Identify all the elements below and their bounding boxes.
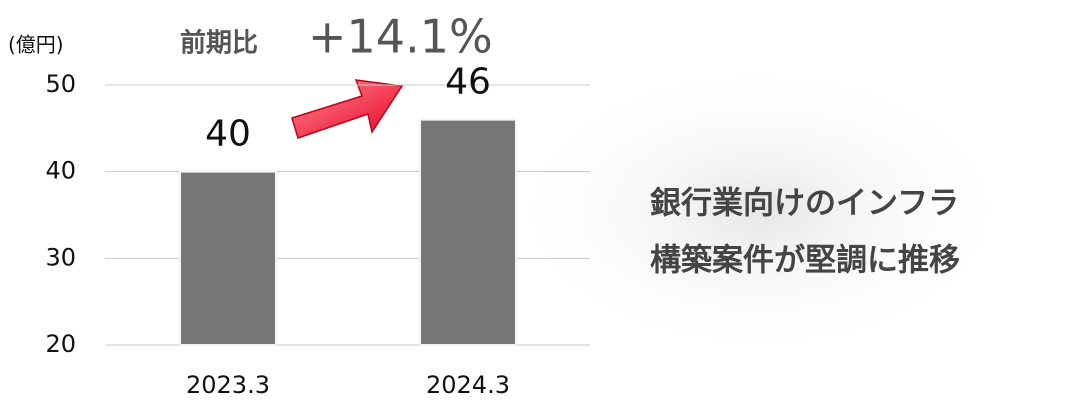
side-text: 銀行業向けのインフラ (650, 186, 959, 222)
y-tick-label: 40 (45, 157, 76, 185)
annotation-label: 前期比 (180, 28, 258, 59)
side-text: 構築案件が堅調に推移 (650, 243, 960, 279)
bar (179, 170, 277, 346)
data-label: 40 (205, 114, 251, 155)
x-tick-label: 2024.3 (426, 371, 510, 399)
bar (419, 118, 517, 346)
y-axis-unit: (億円) (8, 33, 64, 57)
x-tick-label: 2023.3 (186, 371, 270, 399)
data-label: 46 (445, 62, 491, 103)
growth-arrow (291, 79, 404, 139)
y-tick-label: 20 (45, 330, 76, 358)
y-tick-label: 50 (45, 70, 76, 98)
annotation-value: +14.1% (308, 10, 493, 64)
y-tick-label: 30 (45, 243, 76, 271)
background-shade (500, 60, 1020, 360)
